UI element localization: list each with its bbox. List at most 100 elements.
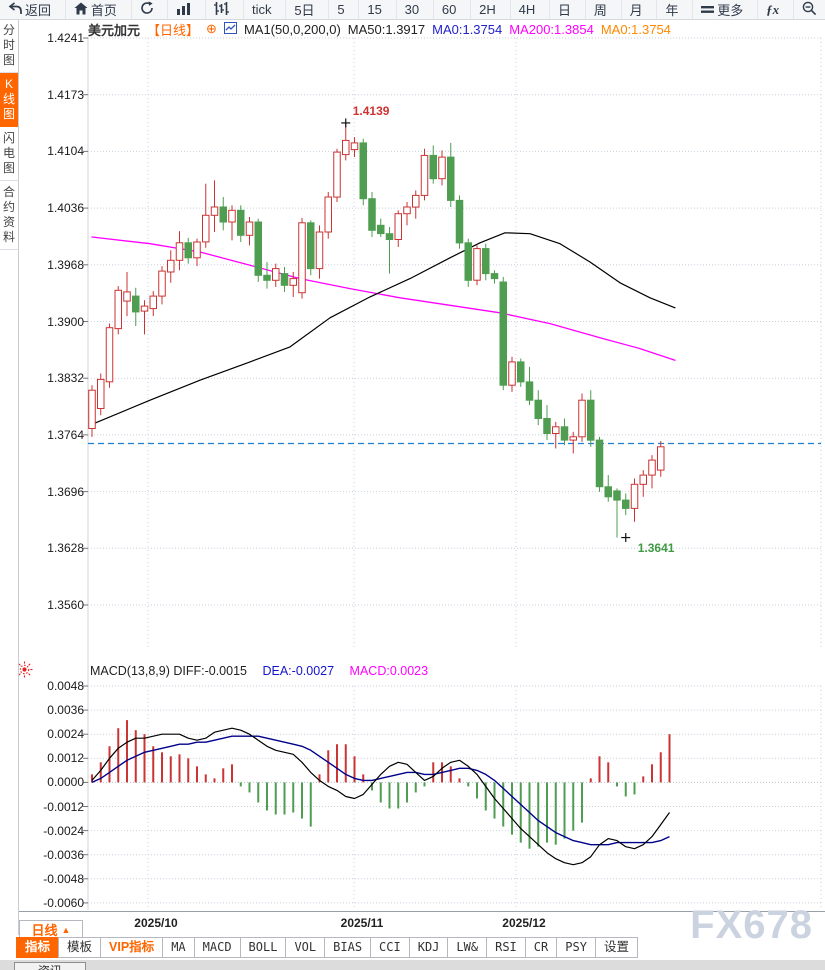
sidebar-item-分时图[interactable]: 分时图 (0, 19, 18, 73)
macd-title-diff: MACD(13,8,9) DIFF:-0.0015 (90, 664, 247, 678)
symbol-name: 美元加元 (88, 22, 141, 38)
price-axis-label: 1.3832 (47, 371, 84, 386)
bottom-strip: 资讯 (0, 960, 825, 970)
toolbar-item-label: 月 (629, 3, 643, 18)
toolbar-item-label: 60 (441, 2, 457, 17)
toolbar-item-fx-icon[interactable]: ƒx (757, 0, 787, 19)
toolbar-item-label: 5日 (294, 3, 315, 18)
indicator-tab-模板[interactable]: 模板 (58, 937, 102, 958)
ma200-value: MA200:1.3854 (509, 21, 594, 37)
tab-news-partial[interactable]: 资讯 (14, 962, 86, 970)
macd-axis-label: 0.0012 (47, 751, 84, 766)
price-axis-label: 1.4173 (47, 87, 84, 102)
indicator-tab-KDJ[interactable]: KDJ (408, 937, 449, 958)
indicator-tab-VIP指标[interactable]: VIP指标 (100, 937, 164, 958)
indicator-tab-指标[interactable]: 指标 (16, 937, 60, 958)
fx-icon: ƒx (766, 1, 780, 17)
triangle-up-icon: ▲ (61, 924, 71, 935)
indicator-tab-设置[interactable]: 设置 (594, 937, 638, 958)
toolbar-item-label: 返回 (25, 3, 52, 18)
indicator-tab-CR[interactable]: CR (524, 937, 558, 958)
toolbar-item-label: 30 (404, 2, 420, 17)
indicator-tab-LW&[interactable]: LW& (447, 937, 488, 958)
indicator-tab-RSI[interactable]: RSI (486, 937, 526, 958)
toolbar-item-label: tick (252, 2, 272, 17)
indicator-tab-BOLL[interactable]: BOLL (239, 937, 287, 958)
macd-axis-label: -0.0024 (43, 823, 84, 838)
macd-header: MACD(13,8,9) DIFF:-0.0015 DEA:-0.0027 MA… (90, 664, 428, 678)
price-axis-label: 1.4036 (47, 201, 84, 216)
home-icon (74, 2, 88, 18)
toolbar-item-candlestick-icon[interactable] (205, 0, 237, 19)
toolbar-item-60[interactable]: 60 (432, 0, 464, 19)
indicator-tab-MA[interactable]: MA (162, 937, 195, 958)
indicator-tab-CCI[interactable]: CCI (370, 937, 410, 958)
macd-macd-value: MACD:0.0023 (349, 664, 429, 678)
toolbar-item-年[interactable]: 年 (656, 0, 686, 19)
toolbar-item-refresh-icon[interactable] (130, 0, 162, 19)
macd-axis-label: -0.0012 (43, 799, 84, 814)
toolbar-item-2H[interactable]: 2H (470, 0, 504, 19)
toolbar-item-label: 4H (518, 2, 536, 17)
x-axis-month-label: 2025/12 (502, 916, 546, 930)
macd-axis-label: -0.0060 (43, 895, 84, 910)
price-axis-label: 1.4241 (47, 31, 84, 45)
toolbar-item-5日[interactable]: 5日 (285, 0, 322, 19)
toolbar-item-label: 年 (665, 3, 679, 18)
price-axis-label: 1.4104 (47, 144, 84, 159)
macd-axis-label: 0.0024 (47, 727, 84, 742)
symbol-header: 美元加元 【日线】 ⊕ MA1(50,0,200,0) MA50:1.3917 … (88, 20, 671, 38)
toolbar-item-zoom-out-icon[interactable] (792, 0, 825, 19)
sidebar-item-闪电图[interactable]: 闪电图 (0, 127, 18, 181)
top-toolbar: 返回 首页 tick 5日 5 15 30 60 2H 4H 日 周 月 年 更多 ƒx (0, 0, 825, 20)
price-axis-label: 1.3560 (47, 598, 84, 612)
toolbar-item-返回[interactable]: 返回 (0, 0, 59, 19)
toolbar-item-bar-chart-icon[interactable] (167, 0, 199, 19)
high-price-annotation: 1.4139 (352, 103, 390, 118)
period-selector-label: 日线 (31, 923, 58, 938)
ma0-blue-value: MA0:1.3754 (432, 21, 503, 37)
toolbar-item-label: 2H (479, 2, 496, 17)
period-label: 【日线】 (147, 22, 200, 38)
toolbar-item-4H[interactable]: 4H (509, 0, 544, 19)
bar-chart-icon (176, 2, 191, 18)
ma0-orange-value: MA0:1.3754 (600, 21, 671, 37)
toolbar-item-label: 15 (367, 2, 382, 17)
add-circle-icon[interactable]: ⊕ (206, 21, 217, 36)
toolbar-item-5[interactable]: 5 (328, 0, 352, 19)
toolbar-item-label: 5 (337, 2, 345, 17)
indicator-tabs: 指标 模板 VIP指标 MA MACD BOLL VOL BIAS CCI KDJ LW& RSI CR… (16, 937, 638, 958)
toolbar-item-tick[interactable]: tick (243, 0, 280, 19)
toolbar-item-日[interactable]: 日 (549, 0, 579, 19)
toolbar-item-label: 周 (593, 3, 607, 18)
ma50-value: MA50:1.3917 (347, 21, 426, 37)
sidebar-item-合约资料[interactable]: 合约资料 (0, 181, 18, 250)
price-axis-label: 1.3968 (47, 257, 84, 272)
price-axis-label: 1.3696 (47, 484, 84, 499)
back-arrow-icon (8, 1, 22, 18)
mini-chart-icon[interactable] (223, 21, 237, 37)
toolbar-item-首页[interactable]: 首页 (64, 0, 125, 19)
indicator-tab-BIAS[interactable]: BIAS (324, 937, 372, 958)
indicator-tab-PSY[interactable]: PSY (556, 937, 596, 958)
toolbar-item-月[interactable]: 月 (620, 0, 651, 19)
x-axis-month-label: 2025/11 (340, 916, 384, 930)
toolbar-item-15[interactable]: 15 (358, 0, 389, 19)
macd-axis-label: 0.0000 (47, 775, 84, 790)
menu-icon (701, 2, 715, 17)
toolbar-item-周[interactable]: 周 (584, 0, 615, 19)
indicator-tab-VOL[interactable]: VOL (285, 937, 326, 958)
toolbar-item-30[interactable]: 30 (395, 0, 427, 19)
macd-axis-label: 0.0048 (47, 679, 84, 693)
x-axis-strip: 2025/10 2025/11 2025/12 (0, 911, 825, 938)
toolbar-item-label: 更多 (717, 3, 744, 18)
indicator-tab-MACD[interactable]: MACD (193, 937, 241, 958)
macd-axis-label: 0.0036 (47, 703, 84, 718)
price-axis-label: 1.3764 (47, 427, 84, 442)
macd-axis-label: -0.0048 (43, 871, 84, 886)
toolbar-item-更多[interactable]: 更多 (692, 0, 751, 19)
